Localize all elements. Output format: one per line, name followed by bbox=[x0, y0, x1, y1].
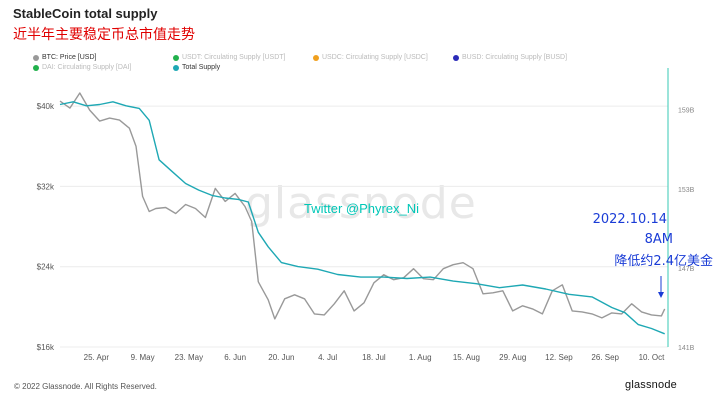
y-left-tick-label: $24k bbox=[37, 263, 55, 272]
legend-dot-icon bbox=[33, 54, 39, 61]
legend-label: Total Supply bbox=[182, 64, 221, 71]
x-tick-label: 25. Apr bbox=[84, 353, 110, 362]
footer-copyright: © 2022 Glassnode. All Rights Reserved. bbox=[14, 382, 157, 391]
y-right-tick-label: 159B bbox=[678, 108, 695, 115]
twitter-handle: Twitter @Phyrex_Ni bbox=[304, 201, 420, 216]
x-tick-label: 15. Aug bbox=[453, 353, 480, 362]
legend-dot-icon bbox=[313, 54, 319, 61]
legend-label: BUSD: Circulating Supply [BUSD] bbox=[462, 54, 568, 61]
y-right-tick-label: 153B bbox=[678, 187, 695, 194]
x-tick-label: 6. Jun bbox=[224, 353, 246, 362]
legend-label: USDT: Circulating Supply [USDT] bbox=[182, 54, 286, 61]
glassnode-brand-logo: glassnode bbox=[625, 379, 677, 391]
y-right-tick-label: 141B bbox=[678, 345, 695, 352]
x-tick-label: 29. Aug bbox=[499, 353, 526, 362]
annotation-time: 8AM bbox=[644, 232, 673, 247]
legend-item-busd[interactable]: BUSD: Circulating Supply [BUSD] bbox=[453, 54, 567, 61]
x-tick-label: 20. Jun bbox=[268, 353, 294, 362]
y-left-tick-label: $16k bbox=[37, 343, 55, 352]
chart-subtitle: 近半年主要稳定币总市值走势 bbox=[13, 27, 195, 43]
legend-dot-icon bbox=[33, 64, 39, 71]
legend-item-dai[interactable]: DAI: Circulating Supply [DAI] bbox=[33, 64, 131, 71]
x-tick-label: 4. Jul bbox=[318, 353, 337, 362]
annotation-note: 降低约2.4亿美金 bbox=[614, 254, 713, 269]
annotation-arrow-icon bbox=[658, 292, 664, 298]
chart-legend: BTC: Price [USD] USDT: Circulating Suppl… bbox=[33, 54, 673, 76]
legend-dot-icon bbox=[173, 54, 179, 61]
y-left-tick-label: $32k bbox=[37, 182, 55, 191]
x-tick-label: 26. Sep bbox=[591, 353, 619, 362]
total-supply-line bbox=[59, 101, 665, 335]
x-tick-label: 9. May bbox=[131, 353, 155, 362]
x-tick-label: 23. May bbox=[175, 353, 203, 362]
x-tick-label: 18. Jul bbox=[362, 353, 386, 362]
x-tick-label: 12. Sep bbox=[545, 353, 573, 362]
legend-dot-icon bbox=[453, 54, 459, 61]
legend-label: BTC: Price [USD] bbox=[42, 54, 97, 61]
legend-label: USDC: Circulating Supply [USDC] bbox=[322, 54, 428, 61]
legend-item-btc-price[interactable]: BTC: Price [USD] bbox=[33, 54, 96, 61]
chart-title: StableCoin total supply bbox=[13, 6, 158, 21]
x-tick-label: 10. Oct bbox=[639, 353, 666, 362]
legend-item-total-supply[interactable]: Total Supply bbox=[173, 64, 220, 71]
legend-label: DAI: Circulating Supply [DAI] bbox=[42, 64, 132, 71]
legend-dot-icon bbox=[173, 64, 179, 71]
legend-item-usdt[interactable]: USDT: Circulating Supply [USDT] bbox=[173, 54, 285, 61]
legend-item-usdc[interactable]: USDC: Circulating Supply [USDC] bbox=[313, 54, 428, 61]
y-left-tick-label: $40k bbox=[37, 102, 55, 111]
y-right-tick-label: 147B bbox=[678, 266, 695, 273]
annotation-date: 2022.10.14 bbox=[592, 212, 667, 227]
x-tick-label: 1. Aug bbox=[409, 353, 432, 362]
